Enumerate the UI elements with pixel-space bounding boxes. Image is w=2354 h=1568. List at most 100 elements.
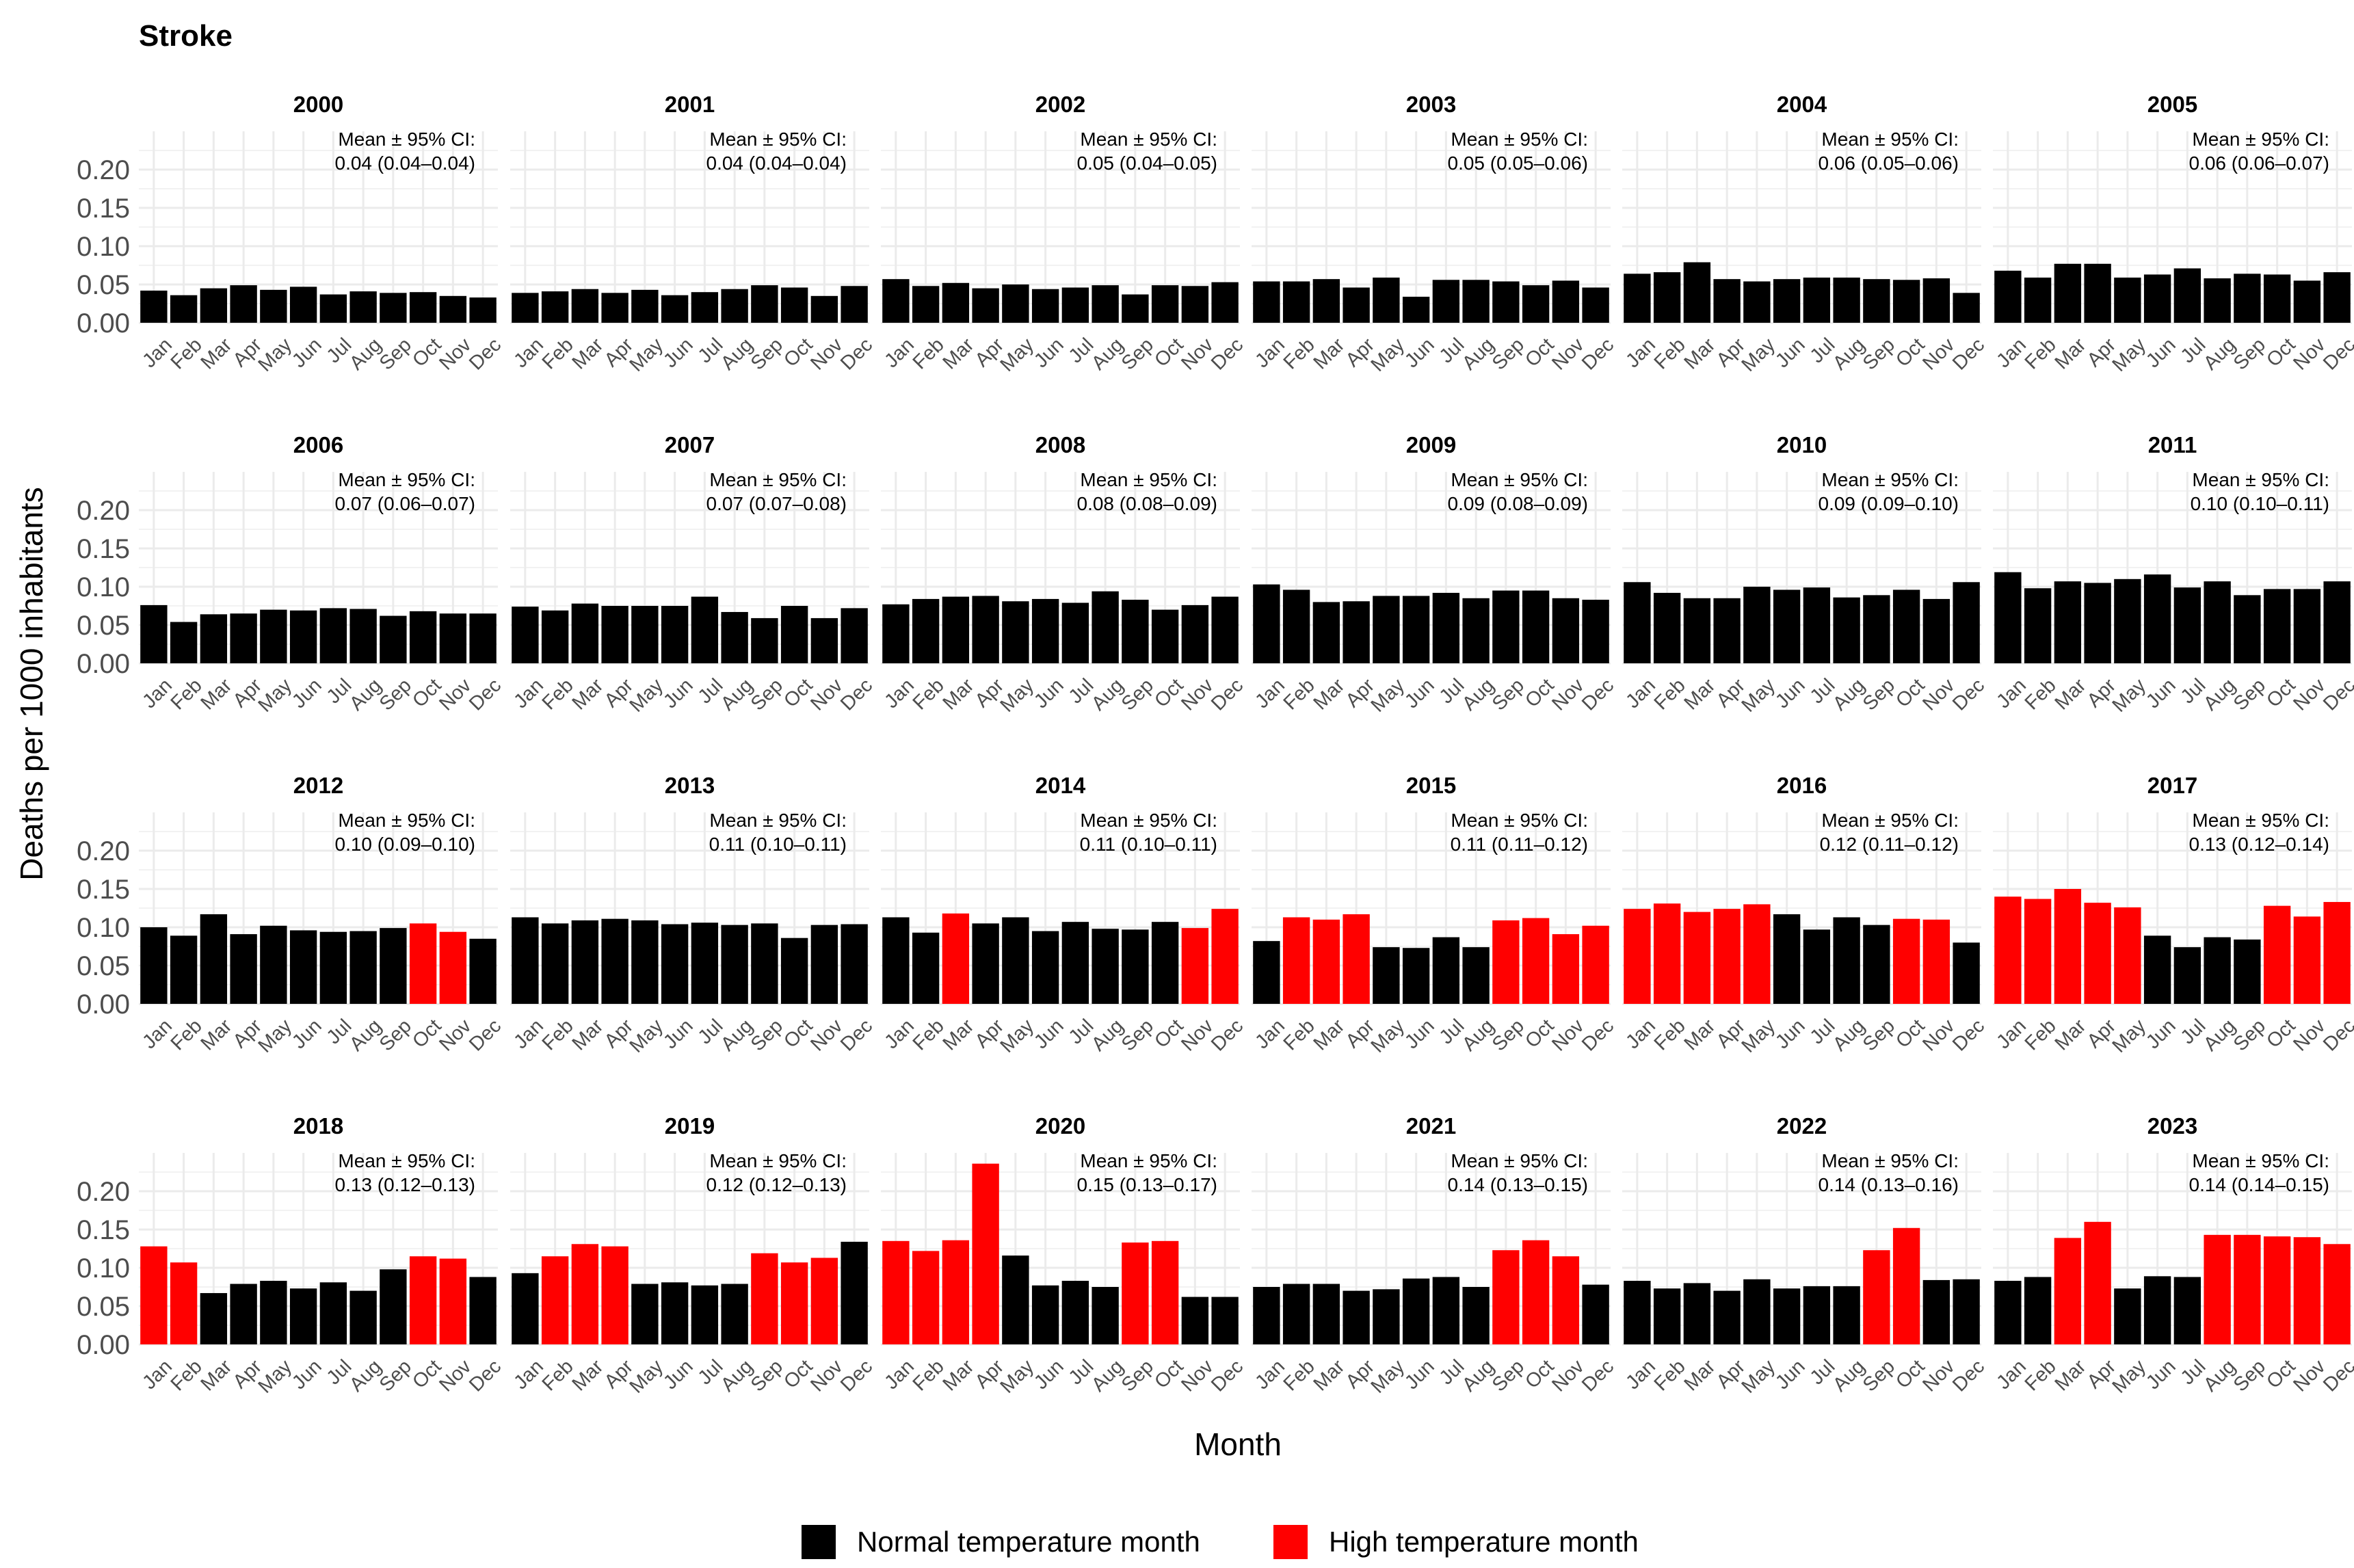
bar-2014-sep — [1122, 929, 1149, 1004]
month-tick-label: Jan — [1992, 1355, 2031, 1394]
bar-2011-feb — [2024, 588, 2052, 663]
bar-2013-feb — [541, 923, 569, 1004]
month-tick-label: Jun — [1401, 1015, 1439, 1053]
ci-label: Mean ± 95% CI: — [2192, 129, 2329, 150]
bar-2014-jul — [1061, 922, 1089, 1004]
bar-2016-apr — [1713, 909, 1741, 1004]
month-tick-label: Oct — [1892, 1015, 1929, 1052]
bar-2021-mar — [1312, 1284, 1340, 1344]
bar-2015-jun — [1402, 948, 1430, 1004]
bar-2000-nov — [439, 295, 467, 323]
bar-2006-may — [260, 609, 287, 663]
panel-title: 2009 — [1406, 432, 1456, 457]
bar-2014-mar — [942, 913, 970, 1004]
ci-value: 0.10 (0.10–0.11) — [2191, 493, 2329, 514]
month-tick-label: Jun — [1771, 334, 1810, 372]
bar-2023-jul — [2173, 1277, 2201, 1344]
month-tick-label: Jan — [1622, 1015, 1660, 1053]
bar-2002-sep — [1122, 294, 1149, 323]
bar-2003-dec — [1582, 287, 1609, 323]
bar-2019-dec — [841, 1241, 868, 1344]
bar-2022-nov — [1922, 1279, 1950, 1344]
bar-2022-jul — [1803, 1286, 1831, 1344]
bar-2009-aug — [1462, 598, 1490, 663]
ci-value: 0.11 (0.11–0.12) — [1451, 834, 1588, 855]
bar-2000-jul — [319, 294, 347, 323]
ci-value: 0.11 (0.10–0.11) — [1080, 834, 1217, 855]
month-tick-label: Jun — [659, 1355, 698, 1394]
month-tick-label: Jun — [1401, 674, 1439, 713]
y-tick-label: 0.05 — [77, 270, 130, 300]
bar-2021-dec — [1582, 1284, 1609, 1344]
panel-title: 2023 — [2147, 1113, 2197, 1139]
month-tick-label: Oct — [1521, 674, 1559, 712]
bar-2016-dec — [1953, 942, 1980, 1004]
bar-2018-jul — [319, 1282, 347, 1344]
y-tick-label: 0.00 — [77, 649, 130, 679]
month-tick-label: Dec — [1578, 1355, 1618, 1396]
ci-value: 0.09 (0.09–0.10) — [1819, 493, 1959, 514]
ci-label: Mean ± 95% CI: — [1821, 469, 1959, 490]
bar-2007-jul — [691, 596, 719, 663]
ci-value: 0.12 (0.12–0.13) — [706, 1174, 847, 1195]
bar-2016-feb — [1653, 903, 1681, 1004]
bar-2005-apr — [2084, 263, 2111, 323]
month-tick-label: Jan — [1251, 1355, 1289, 1394]
y-tick-label: 0.10 — [77, 913, 130, 943]
bar-2001-feb — [541, 291, 569, 323]
month-tick-label: Jan — [1622, 334, 1660, 372]
month-tick-label: Jun — [1771, 674, 1810, 713]
month-tick-label: Jun — [2142, 334, 2180, 372]
month-tick-label: Jun — [1030, 334, 1068, 372]
bar-2022-sep — [1863, 1250, 1890, 1344]
month-tick-label: Dec — [1948, 674, 1989, 715]
panel-title: 2003 — [1406, 92, 1456, 117]
month-tick-label: Jan — [880, 334, 918, 372]
bar-2021-sep — [1492, 1250, 1520, 1344]
month-tick-label: Oct — [2262, 334, 2300, 371]
bar-2011-jan — [1994, 572, 2022, 663]
bar-2011-sep — [2234, 595, 2261, 663]
y-tick-label: 0.15 — [77, 534, 130, 564]
panel-title: 2014 — [1035, 773, 1086, 798]
bar-2008-dec — [1211, 596, 1239, 663]
bar-2015-jan — [1253, 941, 1280, 1004]
bar-2007-jan — [512, 607, 539, 663]
bar-2000-jun — [289, 287, 317, 323]
bar-2002-aug — [1092, 285, 1119, 323]
bar-2003-jul — [1432, 280, 1460, 323]
month-tick-label: Jan — [1251, 334, 1289, 372]
bar-2012-mar — [200, 914, 228, 1004]
ci-label: Mean ± 95% CI: — [1080, 469, 1217, 490]
bar-2015-sep — [1492, 920, 1520, 1004]
ci-label: Mean ± 95% CI: — [1451, 469, 1588, 490]
bar-2023-jan — [1994, 1281, 2022, 1344]
bar-2008-may — [1002, 601, 1029, 663]
ci-value: 0.13 (0.12–0.13) — [335, 1174, 476, 1195]
ci-label: Mean ± 95% CI: — [709, 810, 847, 831]
bar-2019-mar — [571, 1244, 599, 1344]
bar-2000-jan — [140, 290, 168, 323]
bar-2000-may — [260, 289, 287, 323]
bar-2019-feb — [541, 1256, 569, 1344]
ci-label: Mean ± 95% CI: — [1821, 1150, 1959, 1171]
bar-2020-oct — [1151, 1240, 1179, 1344]
panel-2012: 2012 Mean ± 95% CI: 0.10 (0.09–0.10) 0.00 0.… — [77, 773, 505, 1057]
legend: Normal temperature month High temperatur… — [802, 1525, 1639, 1559]
bar-2017-nov — [2293, 916, 2321, 1004]
bar-2014-may — [1002, 917, 1029, 1004]
bar-2014-jun — [1031, 931, 1059, 1004]
bar-2006-jun — [289, 610, 317, 663]
ci-label: Mean ± 95% CI: — [2192, 810, 2329, 831]
bar-2011-mar — [2054, 581, 2082, 663]
bar-2004-feb — [1653, 272, 1681, 323]
bar-2004-apr — [1713, 279, 1741, 323]
